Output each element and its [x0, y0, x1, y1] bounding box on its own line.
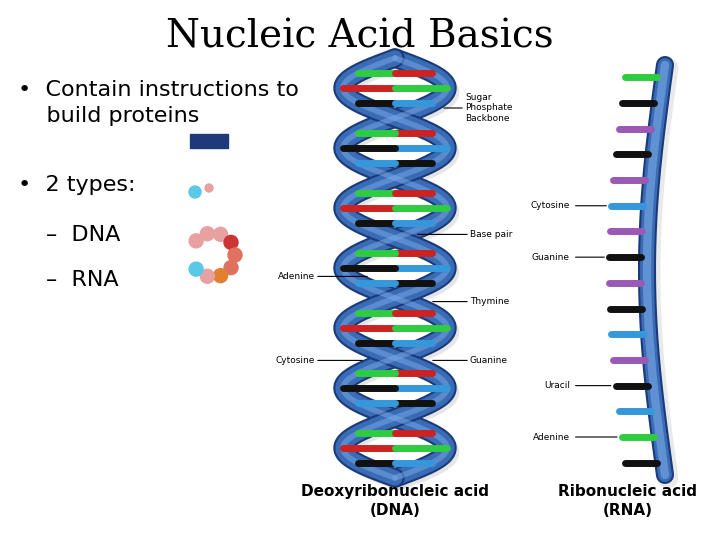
Text: Thymine: Thymine — [433, 297, 509, 306]
Text: Sugar
Phosphate
Backbone: Sugar Phosphate Backbone — [444, 93, 513, 123]
Circle shape — [189, 262, 203, 276]
Text: Deoxyribonucleic acid
(DNA): Deoxyribonucleic acid (DNA) — [301, 484, 489, 518]
Circle shape — [205, 184, 213, 192]
Circle shape — [189, 186, 201, 198]
Text: Uracil: Uracil — [544, 381, 611, 390]
Bar — [190, 134, 228, 148]
Circle shape — [200, 269, 215, 284]
Text: –  DNA: – DNA — [46, 225, 120, 245]
Circle shape — [224, 235, 238, 249]
Circle shape — [214, 227, 228, 241]
Circle shape — [228, 248, 242, 262]
Text: Base pair: Base pair — [418, 230, 513, 239]
Circle shape — [200, 227, 215, 241]
Text: Guanine: Guanine — [532, 253, 604, 262]
Text: Adenine: Adenine — [533, 433, 617, 442]
Text: Nucleic Acid Basics: Nucleic Acid Basics — [166, 18, 554, 55]
Text: Cytosine: Cytosine — [276, 356, 362, 365]
Circle shape — [189, 234, 203, 248]
Text: –  RNA: – RNA — [46, 270, 119, 290]
Circle shape — [224, 261, 238, 275]
Text: Guanine: Guanine — [433, 356, 508, 365]
Circle shape — [214, 269, 228, 282]
Text: •  Contain instructions to
    build proteins: • Contain instructions to build proteins — [18, 80, 299, 126]
Text: Ribonucleic acid
(RNA): Ribonucleic acid (RNA) — [558, 484, 697, 518]
Text: Cytosine: Cytosine — [531, 201, 606, 210]
Text: •  2 types:: • 2 types: — [18, 175, 135, 195]
Text: Adenine: Adenine — [278, 272, 367, 281]
